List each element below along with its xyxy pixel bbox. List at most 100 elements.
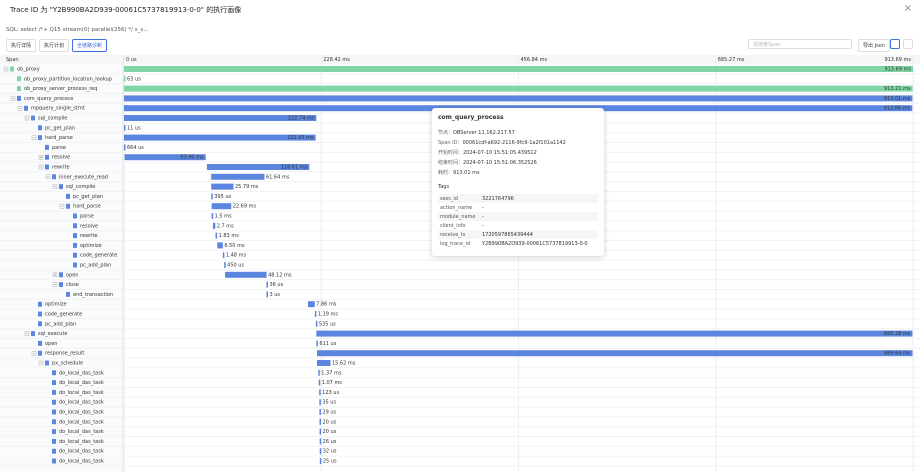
field-value: 00061cdf-a692-2116-9fc9-1a2f101a1142	[462, 140, 566, 146]
popup-field: Span ID：00061cdf-a692-2116-9fc9-1a2f101a…	[438, 139, 598, 146]
span-name: hard_parse	[73, 204, 101, 210]
span-icon	[73, 242, 77, 248]
tag-value: 1720597865439444	[480, 230, 598, 239]
span-icon	[31, 331, 35, 337]
settings-button[interactable]	[903, 39, 913, 49]
span-name: ob_proxy	[17, 67, 40, 73]
span-bar	[316, 340, 318, 347]
duration-label: 22.69 ms	[233, 204, 257, 210]
span-icon	[17, 86, 21, 92]
span-name: pc_add_plan	[45, 321, 76, 327]
span-icon	[52, 458, 56, 464]
duration-label: 2.7 ms	[217, 223, 234, 229]
tab[interactable]: 执行计划	[39, 39, 70, 52]
span-icon	[52, 380, 56, 386]
duration-label: 6.50 ms	[224, 243, 245, 249]
span-icon	[52, 409, 56, 415]
span-icon	[73, 252, 77, 258]
duration-label: 20 us	[323, 419, 337, 425]
span-bar	[124, 95, 913, 102]
field-label: 节点：	[438, 130, 454, 136]
tab-bar: 执行详情 执行计划 全链路诊断	[6, 39, 108, 52]
duration-label: 118.61 ms	[281, 165, 308, 171]
span-bar	[124, 85, 913, 92]
span-name: do_local_das_task	[59, 439, 104, 445]
close-button[interactable]: ×	[903, 3, 912, 14]
span-name: optimize	[80, 243, 102, 249]
span-bar	[215, 232, 218, 239]
span-bar	[206, 164, 310, 170]
tag-value: Y2B990BA2D939-00061C5737819913-0-0	[482, 240, 588, 247]
tag-key: module_name	[438, 212, 480, 221]
span-bar	[211, 183, 234, 190]
export-button[interactable]: 导出 Json	[858, 39, 890, 52]
span-icon	[38, 301, 42, 307]
span-name: com_query_process	[24, 96, 74, 102]
span-bar	[266, 281, 268, 288]
span-name: sql_execute	[38, 331, 68, 337]
timeline-header	[0, 55, 920, 64]
span-name: mpquery_single_stmt	[31, 106, 85, 112]
tag-row: module_name -	[438, 212, 598, 221]
span-bar	[319, 399, 321, 406]
span-bar	[319, 409, 321, 415]
tab[interactable]: 全链路诊断	[72, 39, 108, 52]
span-bar	[124, 115, 317, 121]
popup-field: 耗时：913.01 ms	[438, 169, 598, 176]
span-name: do_local_das_task	[59, 390, 104, 396]
tag-key: action_name	[440, 204, 473, 211]
field-value: 913.01 ms	[453, 170, 480, 176]
column-title: Span	[6, 57, 19, 63]
duration-label: 15.62 ms	[332, 361, 356, 367]
toggle-button[interactable]	[890, 39, 900, 49]
x-tick-label: 685.27 ms	[718, 57, 745, 63]
span-name: ob_proxy_server_process_req	[24, 86, 97, 92]
duration-label: 123 us	[322, 390, 339, 396]
duration-label: 61.64 ms	[266, 174, 290, 180]
x-tick-label: 0 us	[126, 57, 137, 63]
tab[interactable]: 执行详情	[6, 39, 37, 52]
span-name: pc_add_plan	[80, 263, 111, 269]
x-tick-label: 456.84 ms	[520, 57, 547, 63]
duration-label: 7.86 ms	[316, 302, 337, 308]
tag-row: receive_ts 1720597865439444	[438, 230, 598, 239]
tags-table: sess_id 3221764796 action_name - module_name…	[438, 194, 598, 248]
span-icon	[66, 193, 70, 199]
span-icon	[38, 311, 42, 317]
span-bar	[316, 330, 913, 337]
duration-label: 1.37 ms	[321, 370, 342, 376]
field-value: OBServer 11.162.217.57	[453, 130, 515, 136]
duration-label: 3 us	[269, 292, 280, 298]
span-bar	[224, 262, 226, 268]
duration-label: 1.07 ms	[322, 380, 343, 386]
duration-label: 221.93 ms	[287, 135, 314, 141]
duration-label: 32 us	[323, 449, 337, 455]
tag-key: sess_id	[438, 194, 480, 203]
span-icon	[59, 272, 63, 278]
span-icon	[24, 105, 28, 111]
span-icon	[38, 321, 42, 327]
span-bar	[319, 389, 321, 396]
span-bar	[319, 438, 322, 445]
span-bar	[211, 213, 214, 219]
popup-field: 节点：OBServer 11.162.217.57	[438, 129, 598, 136]
span-icon	[73, 262, 77, 268]
span-name: inner_execute_read	[59, 174, 108, 180]
field-label: 开始时间：	[438, 150, 464, 156]
duration-label: 913.01 ms	[884, 96, 911, 102]
span-name: hard_parse	[45, 135, 73, 141]
span-bar	[217, 242, 223, 249]
duration-label: 611 us	[319, 341, 336, 347]
tag-key: client_info	[440, 222, 466, 229]
duration-label: 395 us	[214, 194, 231, 200]
tag-value: -	[480, 212, 598, 221]
duration-label: 222.74 ms	[288, 116, 315, 122]
duration-label: 20 us	[323, 429, 337, 435]
span-bar	[266, 291, 268, 298]
search-input[interactable]: 请搜索Span	[748, 39, 852, 49]
span-bar	[124, 124, 126, 131]
field-value: 2024-07-10 15:51:06.352526	[463, 160, 537, 166]
span-bar	[319, 448, 322, 455]
span-name: do_local_das_task	[59, 370, 104, 376]
duration-label: 25.79 ms	[235, 184, 259, 190]
